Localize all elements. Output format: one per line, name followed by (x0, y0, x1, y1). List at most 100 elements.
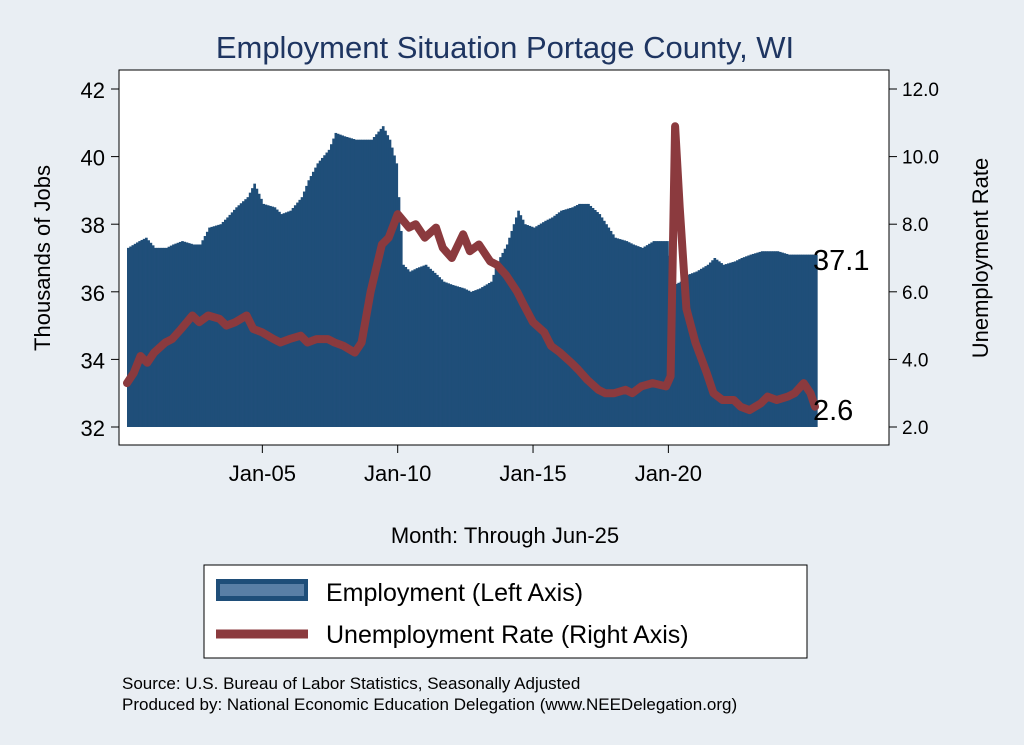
employment-bar (293, 205, 297, 427)
unemployment-point (722, 399, 723, 401)
employment-bar (323, 155, 326, 427)
employment-bar (688, 274, 692, 427)
employment-bar (727, 263, 730, 427)
employment-bar (275, 209, 279, 427)
employment-bar (593, 210, 597, 427)
employment-bar (551, 217, 554, 427)
employment-bar (803, 254, 807, 427)
employment-bar (438, 277, 441, 427)
employment-bar (336, 133, 340, 427)
employment-bar (427, 266, 430, 427)
employment-bar (361, 139, 365, 427)
x-axis-label: Month: Through Jun-25 (391, 523, 619, 548)
unemployment-point (300, 335, 302, 337)
unemployment-point (164, 342, 166, 343)
employment-bar (456, 286, 459, 427)
unemployment-point (334, 342, 335, 343)
employment-bar (812, 254, 816, 427)
unemployment-point (361, 342, 363, 343)
employment-bar (257, 193, 261, 427)
employment-bar (715, 259, 719, 427)
employment-bar (334, 132, 338, 427)
employment-bar (377, 131, 381, 427)
employment-bar (496, 261, 500, 427)
employment-bar (366, 139, 369, 427)
employment-bar (519, 215, 523, 427)
employment-bar (278, 211, 281, 427)
employment-bar (503, 248, 507, 427)
unemployment-point (505, 274, 507, 276)
employment-bar (208, 227, 211, 427)
employment-bar (607, 227, 611, 427)
employment-bar (300, 197, 304, 427)
employment-bar (393, 155, 396, 427)
unemployment-point (140, 355, 141, 357)
employment-bar (632, 244, 635, 427)
x-tick-label: Jan-15 (499, 461, 566, 486)
left-tick-label: 36 (81, 281, 105, 306)
employment-bar (645, 245, 649, 427)
employment-bar (490, 281, 493, 427)
unemployment-point (550, 345, 552, 347)
unemployment-point (381, 244, 383, 245)
employment-bar (354, 139, 358, 427)
employment-bar (659, 241, 663, 427)
employment-bar (458, 287, 462, 427)
employment-bar (357, 139, 360, 427)
employment-bar (785, 253, 789, 427)
employment-bar (296, 202, 299, 427)
employment-bar (514, 217, 518, 427)
unemployment-point (153, 352, 155, 354)
source-line: Source: U.S. Bureau of Labor Statistics,… (122, 674, 580, 693)
employment-bar (758, 251, 762, 427)
employment-bar (253, 183, 256, 427)
employment-bar (745, 256, 748, 427)
employment-bar (614, 237, 617, 427)
employment-bar (311, 171, 315, 427)
unemployment-point (740, 406, 742, 408)
unemployment-point (810, 392, 811, 394)
employment-bar (790, 254, 793, 427)
employment-bar (733, 261, 737, 427)
employment-bar (578, 203, 581, 427)
employment-bar (769, 251, 773, 427)
employment-bar (774, 251, 778, 427)
employment-bar (765, 251, 769, 427)
y-axis-right-label: Unemployment Rate (968, 158, 993, 359)
unemployment-point (814, 406, 816, 408)
employment-bar (341, 135, 344, 427)
employment-bar (580, 203, 584, 427)
employment-bar (469, 291, 473, 427)
right-tick-label: 12.0 (902, 80, 939, 101)
employment-bar (623, 240, 626, 427)
employment-bar (756, 252, 760, 427)
employment-bar (492, 274, 496, 427)
left-tick-label: 38 (81, 213, 105, 238)
employment-bar (517, 210, 520, 427)
unemployment-point (180, 328, 182, 330)
legend: Employment (Left Axis) Unemployment Rate… (203, 564, 808, 659)
employment-bar (684, 277, 687, 427)
employment-bar (307, 180, 311, 427)
unemployment-point (604, 392, 606, 394)
employment-bar (815, 254, 818, 427)
employment-bar (657, 241, 660, 427)
employment-bar (478, 288, 482, 427)
employment-bar (564, 209, 568, 427)
employment-bar (569, 207, 572, 427)
employment-bar (627, 242, 631, 427)
employment-bar (736, 260, 739, 427)
employment-bar (546, 219, 550, 427)
unemployment-point (207, 315, 209, 316)
employment-bar (415, 268, 419, 427)
employment-bar (740, 258, 744, 427)
employment-bar (722, 264, 726, 427)
employment-bar (747, 255, 750, 427)
employment-bar (154, 247, 157, 427)
unemployment-point (370, 291, 372, 293)
unemployment-point (126, 382, 128, 384)
unemployment-point (146, 362, 148, 364)
employment-bar (260, 198, 263, 427)
x-tick-label: Jan-20 (635, 461, 702, 486)
employment-bar (783, 253, 787, 427)
